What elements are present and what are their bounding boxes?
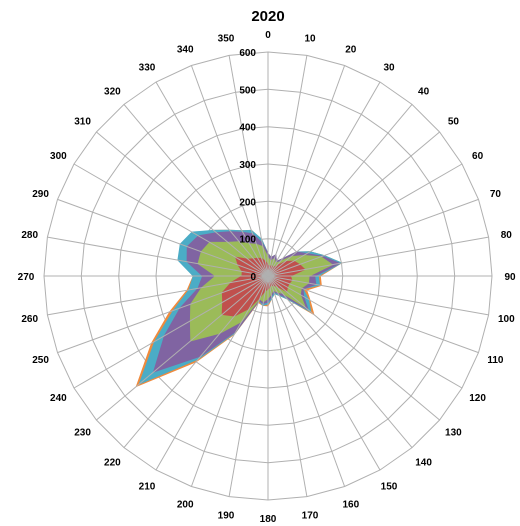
category-label: 320 [104,87,121,98]
category-label: 100 [498,314,515,325]
spoke-50 [267,131,440,277]
spoke-240 [73,275,269,389]
category-label: 80 [501,230,513,241]
series-areas [135,229,343,388]
spoke-290 [57,198,269,277]
spoke-80 [267,236,489,277]
category-label: 60 [472,151,484,162]
spoke-310 [96,131,269,277]
category-labels: 0 10 20 30 40 50 60 70 80 90 100 110 120 130 140 150 160… [18,30,516,525]
radial-tick-label: 300 [239,160,256,171]
spoke-20 [267,65,346,277]
radial-tick-label: 0 [250,272,256,283]
category-label: 330 [139,62,156,73]
category-label: 270 [18,272,35,283]
category-label: 10 [304,34,316,45]
spoke-220 [123,275,269,448]
category-label: 280 [21,230,38,241]
spoke-200 [190,275,269,487]
category-label: 340 [177,45,194,56]
spoke-60 [267,163,463,277]
spoke-230 [96,275,269,421]
spoke-300 [73,163,269,277]
category-label: 20 [345,45,357,56]
radial-tick-labels: 0 100 200 300 400 500 600 [239,48,256,283]
spoke-280 [47,236,269,277]
category-label: 0 [265,30,271,41]
category-label: 230 [74,428,91,439]
radial-tick-label: 200 [239,197,256,208]
spoke-150 [267,275,381,471]
category-label: 220 [104,457,121,468]
spoke-340 [190,65,269,277]
radial-tick-label: 600 [239,48,256,59]
category-label: 130 [445,428,462,439]
category-label: 200 [177,499,194,510]
spoke-210 [155,275,269,471]
category-label: 300 [50,151,67,162]
category-label: 70 [490,189,502,200]
spoke-170 [267,275,308,497]
category-label: 40 [418,87,430,98]
spoke-70 [267,198,479,277]
spoke-130 [267,275,440,421]
spoke-330 [155,81,269,277]
category-label: 110 [487,355,504,366]
spoke-110 [267,275,479,354]
category-label: 90 [504,272,516,283]
spoke-320 [123,104,269,277]
spoke-190 [228,275,269,497]
category-label: 170 [302,510,319,521]
spoke-160 [267,275,346,487]
chart-title: 2020 [251,8,284,25]
category-label: 190 [218,510,235,521]
category-label: 140 [415,457,432,468]
spoke-260 [47,275,269,316]
spoke-30 [267,81,381,277]
spoke-350 [228,55,269,277]
spoke-40 [267,104,413,277]
category-label: 260 [21,314,38,325]
radial-tick-label: 500 [239,85,256,96]
category-label: 290 [32,189,49,200]
spoke-140 [267,275,413,448]
spoke-250 [57,275,269,354]
category-label: 160 [342,499,359,510]
spoke-10 [267,55,308,277]
category-label: 240 [50,393,67,404]
category-label: 310 [74,116,91,127]
category-label: 350 [218,34,235,45]
category-label: 250 [32,355,49,366]
category-label: 50 [448,116,460,127]
spoke-120 [267,275,463,389]
category-label: 150 [381,482,398,493]
category-label: 180 [260,514,277,525]
radial-tick-label: 100 [239,235,256,246]
category-label: 210 [139,482,156,493]
polar-spokes [44,52,492,500]
category-label: 120 [469,393,486,404]
category-label: 30 [383,62,395,73]
radial-tick-label: 400 [239,123,256,134]
spoke-100 [267,275,489,316]
